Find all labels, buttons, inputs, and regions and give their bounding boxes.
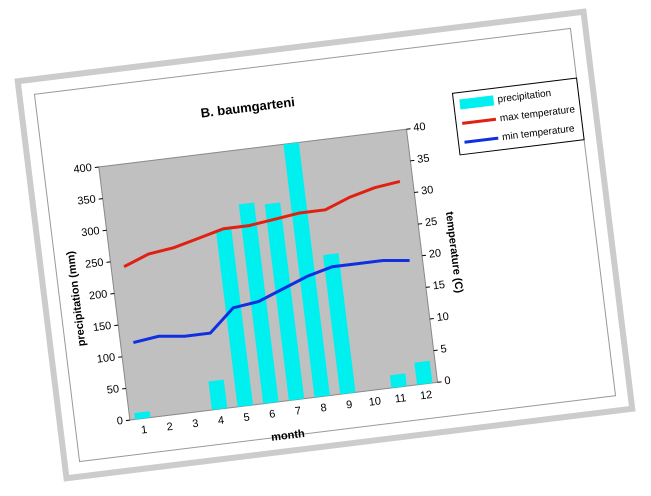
y-tick-label: 50	[106, 383, 120, 396]
y-tick-label: 150	[92, 320, 112, 334]
y-tick-label: 350	[77, 193, 97, 207]
y2-tick-label: 30	[420, 184, 434, 197]
x-tick-label: 11	[394, 392, 407, 405]
y2-tick-label: 25	[424, 216, 438, 229]
y2-tick-label: 10	[436, 311, 450, 324]
y-tick-label: 100	[96, 352, 116, 366]
y-tick-label: 200	[88, 288, 108, 302]
bar	[414, 361, 432, 385]
x-tick-label: 12	[419, 389, 433, 402]
bar	[390, 373, 407, 388]
y-tick-label: 250	[85, 257, 105, 271]
y2-tick-label: 40	[413, 121, 427, 134]
y-tick-label: 300	[81, 225, 101, 239]
chart-card: B. baumgarteni month precipitation (mm) …	[18, 12, 632, 478]
y-tick-label: 400	[73, 162, 93, 176]
x-tick-label: 10	[368, 395, 382, 408]
y2-tick-label: 15	[432, 279, 446, 292]
y2-tick-label: 35	[417, 152, 431, 165]
y2-tick-label: 20	[428, 247, 442, 260]
